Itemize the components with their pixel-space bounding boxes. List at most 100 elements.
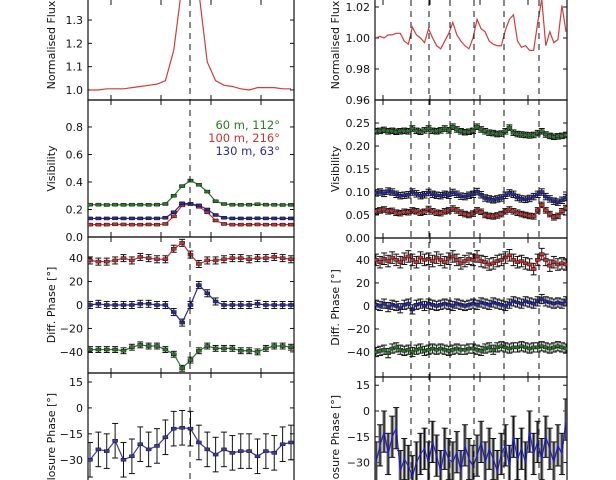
data-point — [179, 184, 185, 188]
data-point — [421, 304, 428, 308]
data-point — [212, 452, 219, 457]
data-point — [413, 260, 420, 264]
data-point — [88, 216, 93, 221]
subplot-left-closure-phase: −30 −15 0 15 Closure Phase [°] — [45, 372, 295, 480]
data-point — [88, 258, 93, 263]
subplot-right-diff-phase: −40 −20 0 20 40 Diff. Phase [°] — [329, 237, 568, 378]
subplot-right-flux: 0.96 0.98 1.00 1.02 Normalised Flux — [329, 0, 568, 107]
data-point — [229, 346, 236, 351]
data-point — [120, 256, 127, 260]
data-point — [417, 346, 424, 351]
data-point — [405, 193, 412, 197]
data-point — [450, 304, 456, 308]
data-point — [120, 203, 127, 207]
data-point — [389, 255, 395, 260]
series-line — [90, 0, 291, 91]
data-point — [271, 203, 277, 207]
y-tick-label: 0 — [363, 405, 370, 418]
y-axis-label: Closure Phase [°] — [329, 395, 342, 480]
data-point — [288, 203, 294, 207]
data-point — [196, 348, 202, 353]
data-point — [271, 451, 277, 455]
y-tick-label: 1.1 — [66, 61, 84, 74]
series-group — [88, 178, 294, 227]
data-point — [385, 351, 391, 355]
data-point — [474, 254, 480, 259]
data-point — [221, 447, 227, 452]
data-point — [154, 257, 160, 262]
data-point — [254, 216, 261, 221]
data-point — [421, 210, 428, 214]
data-point — [506, 125, 513, 130]
data-point — [187, 358, 194, 362]
data-point — [171, 310, 177, 314]
data-point — [559, 209, 565, 214]
data-point — [212, 258, 219, 263]
data-point — [179, 201, 185, 206]
y-tick-label: 0.25 — [346, 117, 371, 130]
data-point — [120, 303, 127, 307]
y-tick-label: 0.00 — [346, 232, 371, 245]
series-group — [375, 123, 567, 221]
data-point — [162, 215, 169, 220]
data-point — [246, 303, 252, 307]
y-tick-label: 1.3 — [66, 14, 84, 27]
data-point — [478, 127, 484, 132]
data-point — [196, 203, 202, 208]
data-point — [263, 449, 269, 453]
y-tick-label: 0.20 — [346, 140, 371, 153]
data-point — [104, 303, 110, 307]
data-point — [221, 222, 227, 226]
data-point — [154, 216, 160, 221]
data-point — [221, 303, 227, 307]
data-point — [288, 257, 294, 262]
data-point — [95, 202, 102, 207]
data-point — [490, 261, 496, 266]
data-point — [502, 209, 509, 214]
data-point — [221, 202, 227, 206]
data-point — [279, 303, 286, 307]
data-point — [271, 255, 277, 259]
data-point — [104, 222, 110, 227]
data-point — [137, 442, 143, 446]
data-point — [470, 258, 476, 262]
data-point — [154, 202, 160, 207]
data-point — [88, 458, 93, 462]
y-tick-label: 0.6 — [66, 148, 84, 161]
data-point — [162, 303, 169, 307]
data-point — [263, 222, 269, 227]
data-point — [547, 197, 553, 201]
data-point — [129, 202, 135, 207]
data-point — [409, 190, 416, 194]
data-point — [162, 347, 169, 352]
data-point — [204, 344, 210, 348]
data-point — [95, 447, 102, 452]
data-point — [221, 257, 227, 262]
data-point — [162, 257, 169, 262]
data-point — [112, 216, 118, 221]
data-point — [530, 267, 537, 271]
data-point — [171, 426, 177, 431]
data-point — [263, 216, 269, 221]
y-tick-label: 0.05 — [346, 209, 371, 222]
subplot-left-flux: 1.0 1.1 1.2 1.3 Normalised Flux — [45, 0, 295, 101]
data-point — [534, 192, 541, 197]
data-point — [187, 303, 194, 307]
data-point — [238, 256, 244, 260]
data-point — [389, 190, 395, 194]
data-point — [162, 435, 169, 440]
data-point — [437, 128, 444, 133]
data-point — [120, 216, 127, 221]
data-point — [470, 211, 476, 216]
data-point — [506, 253, 513, 258]
y-axis-label: Visibility — [329, 145, 342, 192]
data-point — [204, 447, 210, 452]
y-tick-label: −20 — [60, 322, 83, 335]
data-point — [470, 129, 476, 133]
y-tick-label: −15 — [347, 431, 370, 444]
data-point — [279, 256, 286, 260]
data-point — [502, 129, 509, 134]
data-point — [171, 210, 177, 214]
data-point — [137, 216, 143, 221]
data-point — [547, 212, 553, 216]
